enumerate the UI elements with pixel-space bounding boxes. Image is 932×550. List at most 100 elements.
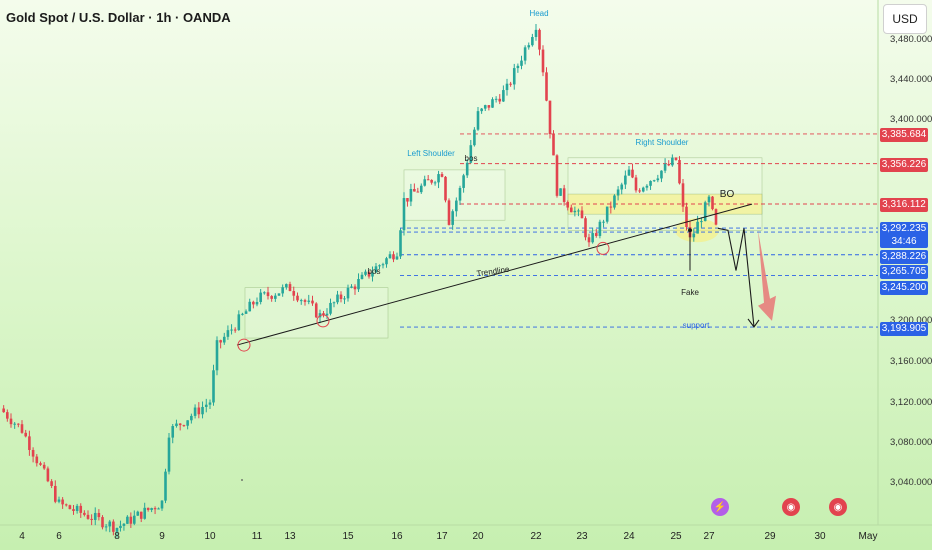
candle: [696, 221, 699, 234]
candle: [186, 420, 189, 426]
candle: [167, 437, 171, 472]
candle: [465, 162, 469, 176]
x-tick-label: 11: [251, 531, 263, 542]
y-tick-label: 3,440.000: [890, 74, 932, 85]
candle: [381, 264, 385, 266]
y-tick-label: 3,080.000: [890, 437, 932, 448]
candle: [645, 185, 649, 188]
candle: [609, 206, 613, 208]
x-tick-label: 25: [670, 531, 682, 542]
candle: [288, 284, 292, 292]
candle: [374, 266, 378, 273]
candle: [2, 408, 5, 413]
candle: [555, 155, 559, 196]
candle: [86, 514, 90, 519]
candle: [512, 68, 516, 85]
candle: [281, 287, 284, 294]
candle: [527, 45, 531, 48]
candle: [656, 178, 660, 181]
candle: [378, 265, 381, 267]
candle: [61, 499, 64, 505]
candle: [115, 528, 119, 532]
candle: [17, 423, 20, 425]
candle: [638, 190, 641, 192]
candle: [122, 523, 126, 526]
candle: [24, 432, 27, 437]
candle: [322, 313, 325, 316]
candle-countdown: 34:46: [891, 236, 917, 247]
left-shoulder-label: Left Shoulder: [407, 149, 455, 158]
candle: [480, 108, 483, 112]
candle: [620, 184, 624, 190]
candle: [605, 206, 609, 222]
candle: [190, 415, 193, 421]
fake-marker-dot: [688, 228, 692, 233]
candle: [248, 301, 252, 312]
candle: [139, 511, 143, 519]
right-shoulder-label: Right Shoulder: [635, 138, 689, 147]
candle: [707, 196, 711, 203]
candle: [108, 521, 112, 527]
candle: [343, 298, 346, 300]
x-tick-label: 30: [814, 531, 826, 542]
candle: [237, 314, 241, 330]
y-tick-label: 3,200.000: [890, 315, 932, 326]
candle: [171, 426, 175, 438]
candle: [146, 507, 150, 510]
candle: [692, 233, 696, 238]
bearish-arrow: [758, 230, 776, 321]
lightning-event-icon[interactable]: ⚡: [711, 498, 729, 516]
candle: [277, 293, 281, 296]
y-tick-label: 3,040.000: [890, 477, 932, 488]
candle: [580, 210, 584, 219]
candle: [50, 481, 53, 486]
swing-point-circle: [596, 241, 610, 255]
candle: [402, 198, 406, 231]
price-tag: 3,288.226: [880, 250, 928, 264]
us-flag-event-icon[interactable]: ◉: [829, 498, 847, 516]
candle: [423, 179, 427, 186]
candle: [476, 111, 480, 130]
candle: [392, 254, 395, 260]
candle: [126, 516, 129, 524]
candle: [671, 157, 674, 166]
candle: [660, 170, 663, 179]
candle: [42, 464, 46, 469]
candle: [244, 311, 248, 314]
candle: [54, 485, 57, 502]
candle: [703, 202, 707, 222]
candle: [307, 300, 311, 302]
candle: [447, 200, 451, 225]
candle: [367, 271, 371, 277]
candle: [491, 99, 494, 108]
candle: [419, 185, 423, 193]
currency-button[interactable]: USD: [883, 4, 927, 34]
candle: [663, 163, 667, 171]
candle: [458, 187, 462, 201]
x-tick-label: May: [858, 531, 878, 542]
marker-dot: [241, 479, 243, 481]
candle: [20, 424, 24, 433]
us-flag-event-icon[interactable]: ◉: [782, 498, 800, 516]
candle: [602, 221, 605, 223]
candle: [266, 292, 270, 297]
candle: [119, 525, 122, 529]
left-shoulder-zone: [403, 169, 506, 221]
candle: [182, 425, 186, 427]
candle: [584, 218, 587, 238]
price-tag: 3,265.705: [880, 265, 928, 279]
candle: [274, 295, 277, 299]
candle: [409, 188, 413, 202]
candle: [303, 300, 307, 302]
candle: [101, 517, 104, 528]
candle: [314, 303, 318, 318]
candle: [263, 292, 266, 294]
candle: [433, 182, 437, 184]
candle: [566, 201, 570, 208]
x-tick-label: 4: [19, 531, 25, 542]
candle: [64, 504, 68, 506]
candle: [395, 256, 399, 260]
x-tick-label: 9: [159, 531, 165, 542]
